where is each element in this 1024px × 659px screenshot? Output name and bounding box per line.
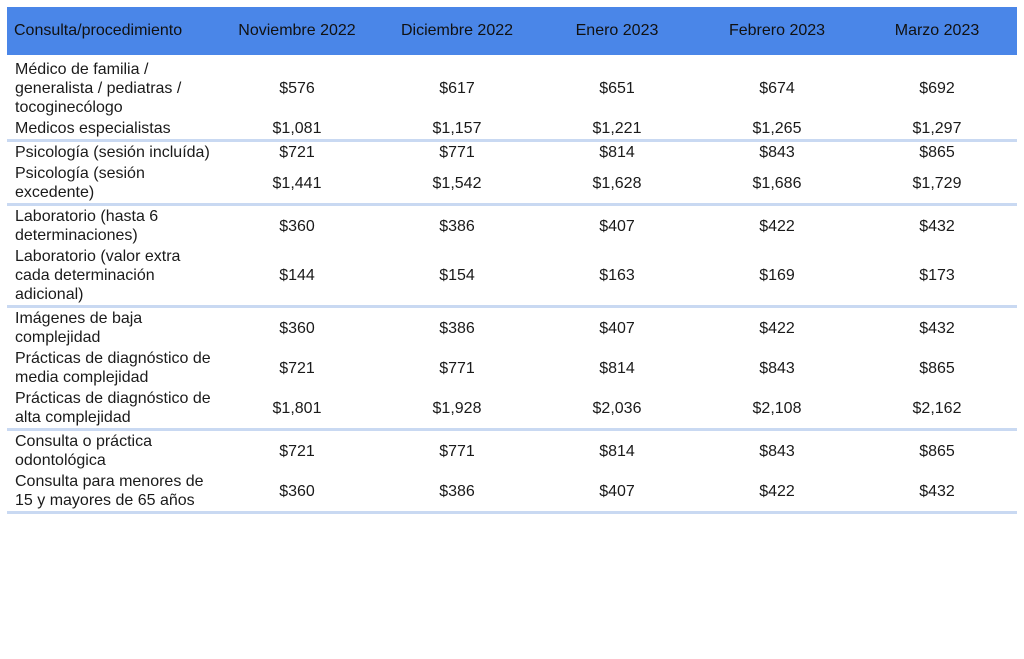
price-cell: $386 <box>377 471 537 514</box>
table-row: Prácticas de diagnóstico de media comple… <box>7 348 1017 388</box>
price-cell: $169 <box>697 246 857 308</box>
price-cell: $865 <box>919 442 955 460</box>
price-cell: $1,801 <box>217 388 377 431</box>
price-cell: $173 <box>857 246 1017 308</box>
price-cell: $843 <box>759 442 795 460</box>
price-cell: $1,081 <box>217 118 377 142</box>
table-row: Prácticas de diagnóstico de alta complej… <box>7 388 1017 431</box>
price-cell: $422 <box>697 471 857 514</box>
header-month: Enero 2023 <box>537 7 697 55</box>
row-label: Psicología (sesión excedente) <box>7 163 217 206</box>
price-cell: $651 <box>599 80 635 97</box>
price-cell: $432 <box>919 319 955 337</box>
price-cell: $576 <box>279 80 315 97</box>
row-label: Laboratorio (hasta 6 determinaciones) <box>15 208 159 244</box>
table-row: Medicos especialistas $1,081 $1,157 $1,2… <box>7 118 1017 142</box>
row-label: Consulta o práctica odontológica <box>15 433 152 469</box>
row-label: Imágenes de baja complejidad <box>15 310 143 346</box>
table-row: Psicología (sesión excedente) $1,441 $1,… <box>7 163 1017 206</box>
price-cell: $360 <box>279 319 315 337</box>
price-cell: $1,441 <box>217 163 377 206</box>
price-cell: $1,542 <box>377 163 537 206</box>
price-cell: $1,265 <box>697 118 857 142</box>
price-cell: $432 <box>857 471 1017 514</box>
header-month: Noviembre 2022 <box>217 7 377 55</box>
price-table: Consulta/procedimiento Noviembre 2022 Di… <box>7 7 1017 514</box>
table-row: Psicología (sesión incluída) $721 $771 $… <box>7 141 1017 164</box>
price-cell: $360 <box>279 217 315 235</box>
row-label: Psicología (sesión incluída) <box>15 144 210 161</box>
price-cell: $771 <box>439 359 475 377</box>
price-cell: $386 <box>439 217 475 235</box>
table-row: Laboratorio (hasta 6 determinaciones) $3… <box>7 205 1017 247</box>
price-cell: $721 <box>279 442 315 460</box>
price-cell: $1,729 <box>857 163 1017 206</box>
price-cell: $2,162 <box>857 388 1017 431</box>
price-cell: $1,221 <box>537 118 697 142</box>
row-label: Medicos especialistas <box>7 118 217 142</box>
price-cell: $674 <box>759 80 795 97</box>
price-cell: $407 <box>599 217 635 235</box>
price-cell: $422 <box>759 217 795 235</box>
table-header: Consulta/procedimiento Noviembre 2022 Di… <box>7 7 1017 55</box>
price-cell: $814 <box>599 144 635 161</box>
price-cell: $865 <box>919 144 955 161</box>
price-cell: $843 <box>759 359 795 377</box>
table-body: Médico de familia / generalista / pediat… <box>7 55 1017 514</box>
header-month: Marzo 2023 <box>857 7 1017 55</box>
header-row: Consulta/procedimiento Noviembre 2022 Di… <box>7 7 1017 55</box>
price-cell: $814 <box>599 359 635 377</box>
header-month: Diciembre 2022 <box>377 7 537 55</box>
row-label: Prácticas de diagnóstico de media comple… <box>15 350 211 386</box>
price-cell: $771 <box>439 144 475 161</box>
price-cell: $814 <box>599 442 635 460</box>
price-cell: $1,628 <box>537 163 697 206</box>
price-cell: $1,157 <box>377 118 537 142</box>
price-cell: $360 <box>217 471 377 514</box>
price-cell: $771 <box>439 442 475 460</box>
price-cell: $154 <box>377 246 537 308</box>
price-cell: $163 <box>537 246 697 308</box>
row-label: Médico de familia / generalista / pediat… <box>15 61 182 116</box>
table-row: Consulta o práctica odontológica $721 $7… <box>7 430 1017 472</box>
row-label: Laboratorio (valor extra cada determinac… <box>7 246 217 308</box>
price-cell: $843 <box>759 144 795 161</box>
price-cell: $617 <box>439 80 475 97</box>
price-cell: $721 <box>279 144 315 161</box>
row-label: Prácticas de diagnóstico de alta complej… <box>7 388 217 431</box>
price-cell: $432 <box>919 217 955 235</box>
price-cell: $721 <box>279 359 315 377</box>
price-cell: $692 <box>919 80 955 97</box>
price-cell: $422 <box>759 319 795 337</box>
price-cell: $407 <box>537 471 697 514</box>
price-cell: $144 <box>217 246 377 308</box>
header-procedure: Consulta/procedimiento <box>7 7 217 55</box>
row-label: Consulta para menores de 15 y mayores de… <box>7 471 217 514</box>
table-row: Imágenes de baja complejidad $360 $386 $… <box>7 307 1017 349</box>
price-cell: $2,108 <box>697 388 857 431</box>
price-table-container: Consulta/procedimiento Noviembre 2022 Di… <box>7 7 1017 514</box>
price-cell: $1,928 <box>377 388 537 431</box>
price-cell: $407 <box>599 319 635 337</box>
table-row: Laboratorio (valor extra cada determinac… <box>7 246 1017 308</box>
price-cell: $865 <box>919 359 955 377</box>
price-cell: $1,297 <box>857 118 1017 142</box>
header-month: Febrero 2023 <box>697 7 857 55</box>
table-row: Médico de familia / generalista / pediat… <box>7 55 1017 118</box>
price-cell: $386 <box>439 319 475 337</box>
table-row: Consulta para menores de 15 y mayores de… <box>7 471 1017 514</box>
price-cell: $2,036 <box>537 388 697 431</box>
price-cell: $1,686 <box>697 163 857 206</box>
